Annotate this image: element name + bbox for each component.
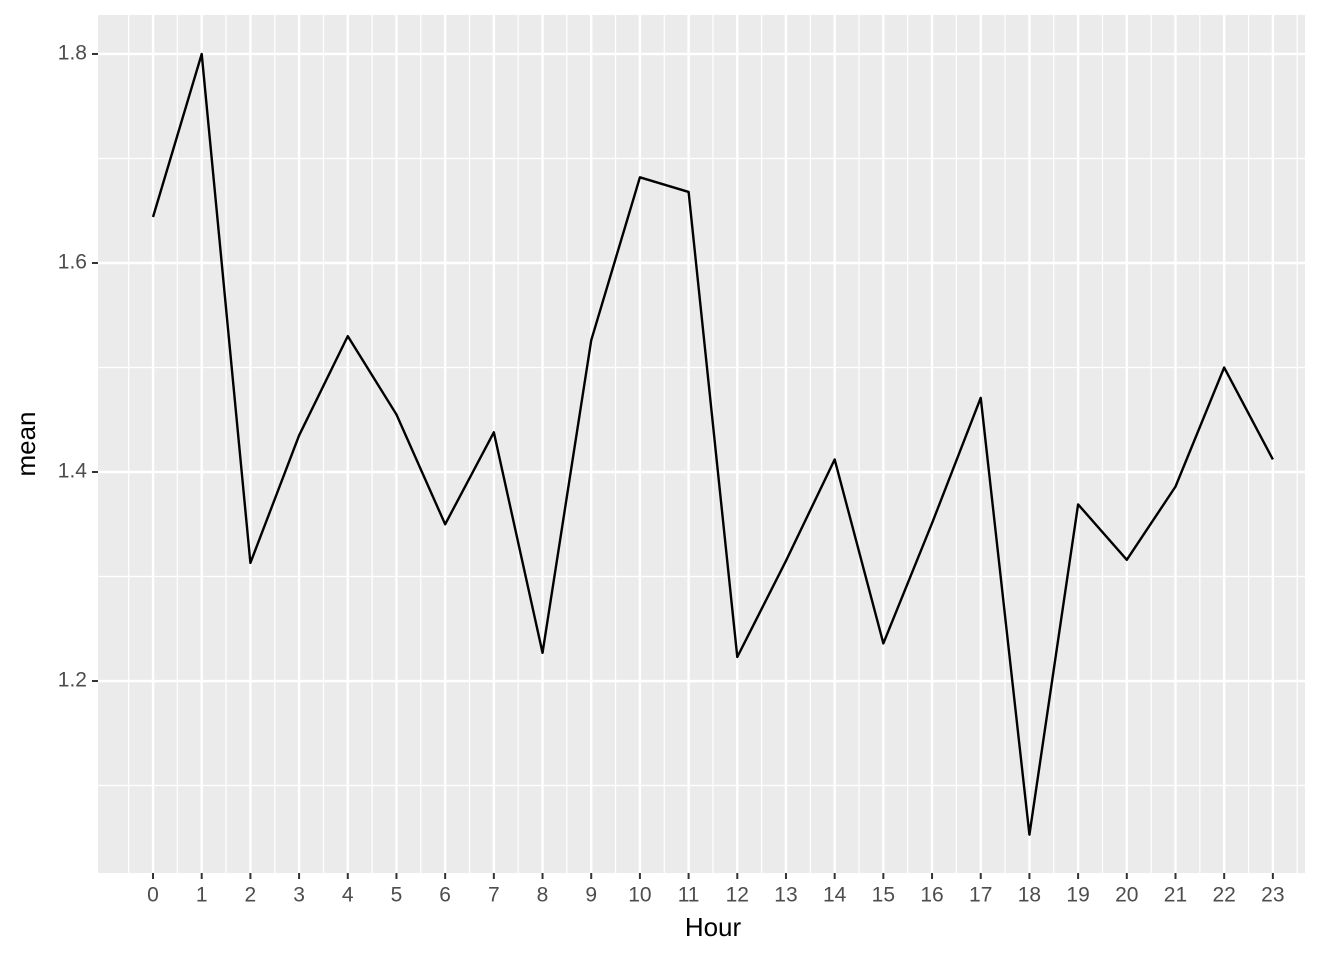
x-tick-label: 4 <box>342 884 354 907</box>
x-tick-label: 20 <box>1115 884 1138 907</box>
x-tick-label: 21 <box>1164 884 1187 907</box>
x-tick-label: 13 <box>774 884 797 907</box>
x-tick-label: 19 <box>1066 884 1089 907</box>
x-tick-label: 9 <box>585 884 597 907</box>
y-tick-label: 1.2 <box>58 669 87 692</box>
x-tick-label: 0 <box>147 884 159 907</box>
y-axis-title: mean <box>11 411 41 476</box>
x-tick-label: 16 <box>920 884 943 907</box>
y-tick-label: 1.4 <box>58 460 88 483</box>
x-tick-label: 6 <box>439 884 451 907</box>
x-tick-label: 18 <box>1018 884 1041 907</box>
x-tick-label: 8 <box>537 884 549 907</box>
x-tick-label: 1 <box>196 884 208 907</box>
y-tick-label: 1.6 <box>58 251 87 274</box>
y-tick-label: 1.8 <box>58 42 87 65</box>
x-tick-label: 7 <box>488 884 500 907</box>
x-tick-label: 5 <box>391 884 403 907</box>
x-tick-label: 12 <box>726 884 749 907</box>
x-tick-label: 11 <box>678 884 700 907</box>
x-tick-label: 10 <box>628 884 651 907</box>
x-tick-label: 17 <box>969 884 992 907</box>
x-tick-label: 22 <box>1212 884 1235 907</box>
x-axis-title: Hour <box>685 912 742 942</box>
x-tick-label: 15 <box>872 884 895 907</box>
x-tick-label: 3 <box>293 884 305 907</box>
x-tick-label: 14 <box>823 884 847 907</box>
x-tick-label: 23 <box>1261 884 1284 907</box>
x-tick-label: 2 <box>245 884 257 907</box>
panel <box>98 15 1305 873</box>
line <box>151 52 1274 836</box>
